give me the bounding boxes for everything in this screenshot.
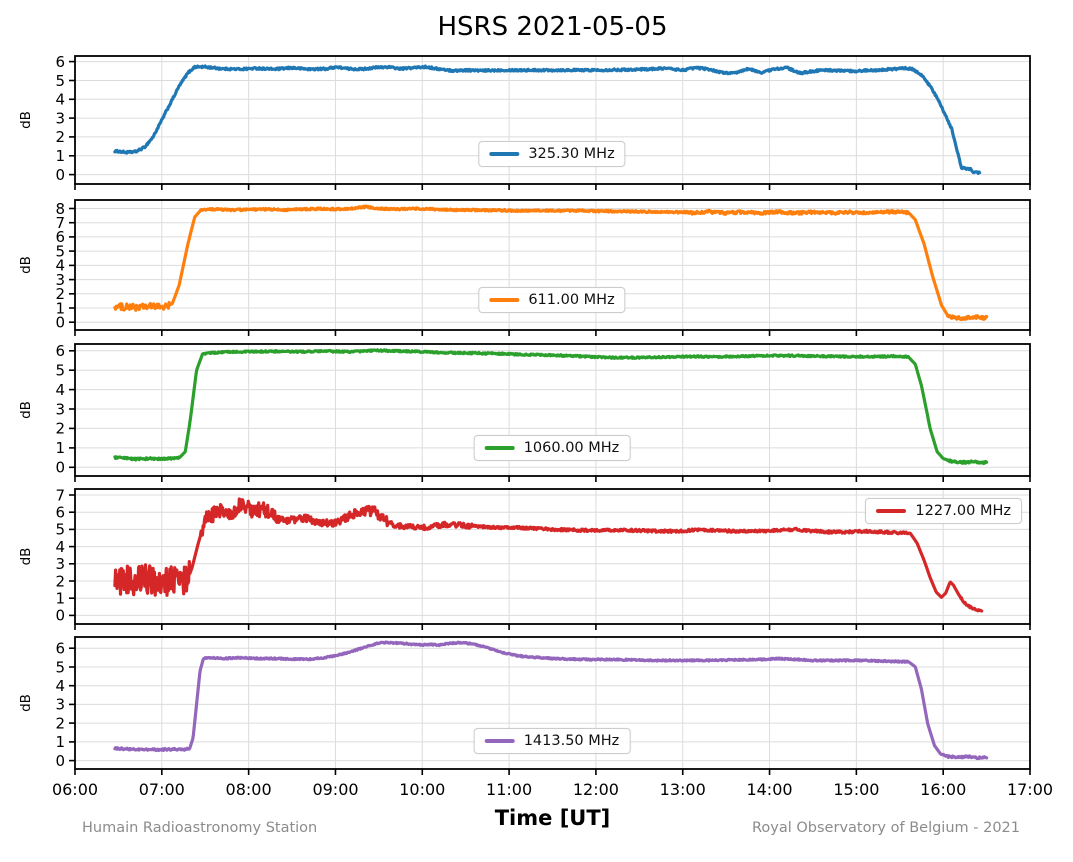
x-tick-label: 12:00: [573, 780, 619, 799]
station-credit: Humain Radioastronomy Station: [82, 820, 318, 836]
y-tick-label: 8: [55, 200, 65, 218]
legend-1060-00-mhz: 1060.00 MHz: [473, 435, 631, 461]
series-line-325-30-MHz: [113, 64, 982, 175]
y-tick-label: 1: [55, 299, 65, 317]
y-tick-label: 0: [55, 313, 65, 331]
y-tick-label: 6: [55, 503, 65, 521]
y-tick-label: 4: [55, 538, 65, 556]
legend-line-swatch: [484, 446, 515, 450]
axes-frame: [74, 55, 1031, 185]
y-tick-label: 7: [55, 214, 65, 232]
series-line-1227-00-MHz: [113, 497, 984, 613]
series-line-1060-00-MHz: [113, 348, 989, 466]
observatory-credit: Royal Observatory of Belgium - 2021: [751, 820, 1020, 836]
y-axis-label: dB: [18, 548, 34, 566]
legend-325-30-mhz: 325.30 MHz: [478, 141, 626, 167]
series-line-1413-50-MHz: [113, 640, 989, 761]
y-tick-label: 6: [55, 342, 65, 360]
y-tick-label: 2: [55, 420, 65, 438]
y-tick-label: 6: [55, 53, 65, 71]
y-tick-label: 0: [55, 752, 65, 770]
y-tick-label: 4: [55, 677, 65, 695]
y-tick-label: 2: [55, 572, 65, 590]
axes-frame: [74, 636, 1031, 770]
y-tick-label: 1: [55, 439, 65, 457]
y-tick-label: 2: [55, 128, 65, 146]
legend-label: 611.00 MHz: [528, 292, 615, 308]
y-tick-label: 3: [55, 109, 65, 127]
x-axis-title: Time [UT]: [494, 806, 611, 830]
y-tick-label: 4: [55, 91, 65, 109]
y-tick-label: 0: [55, 607, 65, 625]
y-tick-label: 4: [55, 381, 65, 399]
panel-3: 0 12 34 56 dB: [18, 342, 1031, 482]
axes-frame: [74, 488, 1031, 625]
y-tick-label: 3: [55, 271, 65, 289]
x-tick-label: 09:00: [312, 780, 358, 799]
x-tick-label: 15:00: [833, 780, 879, 799]
y-tick-label: 1: [55, 147, 65, 165]
y-tick-label: 1: [55, 733, 65, 751]
y-axis-label: dB: [18, 256, 34, 274]
legend-label: 1413.50 MHz: [523, 733, 620, 749]
series-line-611-00-MHz: [113, 204, 989, 322]
y-tick-label: 5: [55, 72, 65, 90]
y-axis-label: dB: [18, 111, 34, 129]
x-tick-label: 10:00: [399, 780, 445, 799]
chart-title: HSRS 2021-05-05: [437, 12, 668, 42]
x-tick-label: 11:00: [486, 780, 532, 799]
x-tick-label: 06:00: [52, 780, 98, 799]
x-tick-label: 13:00: [660, 780, 706, 799]
y-tick-label: 2: [55, 714, 65, 732]
y-tick-label: 5: [55, 242, 65, 260]
y-axis-label: dB: [18, 401, 34, 419]
x-tick-label: 07:00: [139, 780, 185, 799]
legend-line-swatch: [484, 739, 515, 743]
y-tick-label: 3: [55, 696, 65, 714]
legend-label: 1227.00 MHz: [915, 503, 1011, 519]
y-tick-label: 7: [55, 486, 65, 504]
y-tick-label: 6: [55, 639, 65, 657]
y-tick-label: 5: [55, 521, 65, 539]
legend-line-swatch: [489, 298, 520, 302]
x-tick-label: 16:00: [920, 780, 966, 799]
y-tick-label: 1: [55, 589, 65, 607]
y-axis-label: dB: [18, 694, 34, 712]
legend-line-swatch: [876, 509, 907, 513]
y-tick-label: 0: [55, 166, 65, 184]
y-tick-label: 4: [55, 257, 65, 275]
legend-611-00-mhz: 611.00 MHz: [478, 287, 626, 313]
y-tick-label: 3: [55, 555, 65, 573]
legend-label: 325.30 MHz: [528, 146, 615, 162]
y-tick-label: 5: [55, 361, 65, 379]
x-tick-label: 17:00: [1007, 780, 1053, 799]
legend-label: 1060.00 MHz: [523, 440, 620, 456]
y-tick-label: 6: [55, 228, 65, 246]
legend-1227-00-mhz: 1227.00 MHz: [865, 498, 1022, 524]
x-tick-label: 08:00: [226, 780, 272, 799]
legend-1413-50-mhz: 1413.50 MHz: [473, 728, 631, 754]
y-tick-label: 3: [55, 400, 65, 418]
y-tick-label: 2: [55, 285, 65, 303]
x-tick-label: 14:00: [746, 780, 792, 799]
legend-line-swatch: [489, 152, 520, 156]
y-tick-label: 0: [55, 459, 65, 477]
y-tick-label: 5: [55, 658, 65, 676]
axes-frame: [74, 343, 1031, 477]
